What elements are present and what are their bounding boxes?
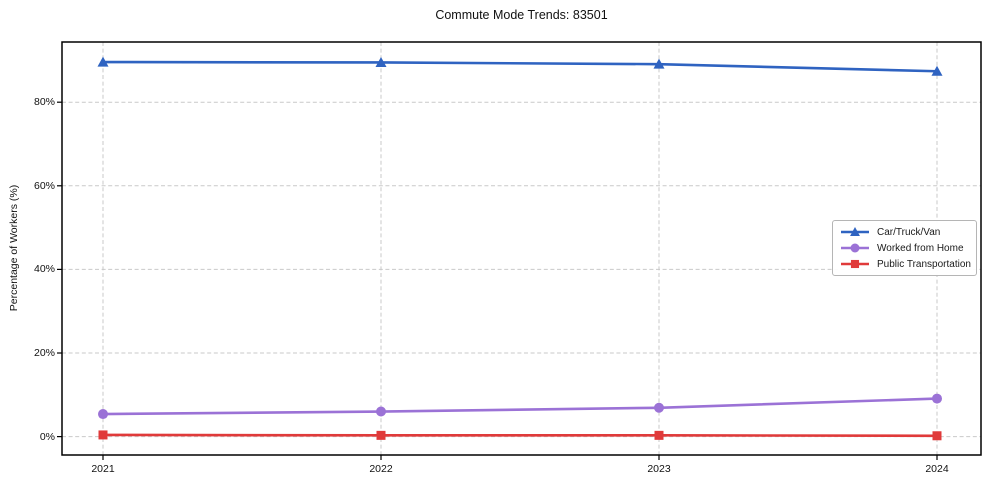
square-marker-icon (841, 259, 869, 269)
legend: Car/Truck/Van Worked from Home Public Tran… (832, 220, 977, 276)
x-tick-label: 2024 (925, 463, 949, 475)
series-worked-from-home (98, 393, 942, 420)
chart-title: Commute Mode Trends: 83501 (435, 8, 608, 22)
legend-item-worked-from-home: Worked from Home (840, 242, 969, 254)
legend-label: Public Transportation (877, 258, 971, 270)
triangle-marker-icon (841, 227, 869, 237)
series-car-truck-van (97, 56, 943, 76)
x-tick-label: 2023 (647, 463, 671, 475)
x-tick-label: 2022 (369, 463, 393, 475)
y-tick-label: 20% (33, 347, 55, 359)
series-public-transportation (98, 430, 942, 441)
legend-label: Worked from Home (877, 242, 964, 254)
y-tick-label: 80% (33, 96, 55, 109)
circle-marker-icon (841, 243, 869, 253)
y-tick-label: 40% (33, 263, 55, 276)
legend-item-car-truck-van: Car/Truck/Van (840, 226, 969, 238)
x-tick-label: 2021 (91, 463, 115, 475)
y-tick-label: 0% (39, 430, 55, 443)
legend-item-public-transportation: Public Transportation (840, 258, 971, 270)
legend-label: Car/Truck/Van (877, 226, 941, 238)
y-tick-label: 60% (33, 179, 55, 192)
